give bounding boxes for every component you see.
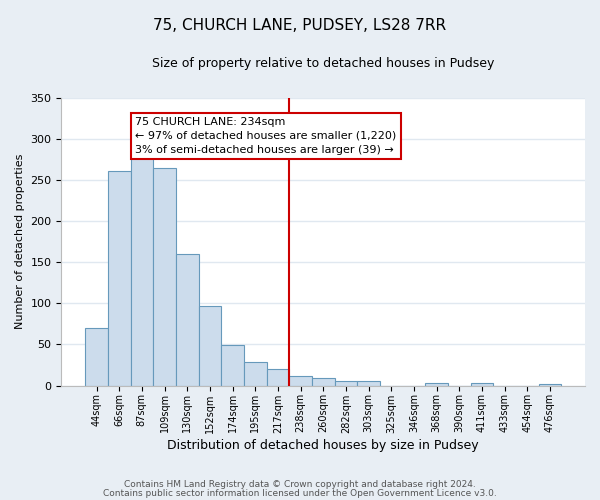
Bar: [176, 254, 199, 386]
Bar: [266, 369, 289, 386]
Title: Size of property relative to detached houses in Pudsey: Size of property relative to detached ho…: [152, 58, 494, 70]
Bar: [312, 378, 335, 386]
Bar: [131, 146, 153, 386]
Bar: [425, 383, 448, 386]
Y-axis label: Number of detached properties: Number of detached properties: [15, 154, 25, 330]
X-axis label: Distribution of detached houses by size in Pudsey: Distribution of detached houses by size …: [167, 440, 479, 452]
Bar: [85, 328, 108, 386]
Bar: [335, 380, 357, 386]
Bar: [221, 346, 244, 386]
Text: Contains HM Land Registry data © Crown copyright and database right 2024.: Contains HM Land Registry data © Crown c…: [124, 480, 476, 489]
Bar: [199, 306, 221, 386]
Text: 75, CHURCH LANE, PUDSEY, LS28 7RR: 75, CHURCH LANE, PUDSEY, LS28 7RR: [154, 18, 446, 32]
Text: Contains public sector information licensed under the Open Government Licence v3: Contains public sector information licen…: [103, 490, 497, 498]
Bar: [153, 168, 176, 386]
Bar: [470, 383, 493, 386]
Bar: [244, 362, 266, 386]
Bar: [539, 384, 561, 386]
Bar: [108, 171, 131, 386]
Bar: [289, 376, 312, 386]
Bar: [357, 380, 380, 386]
Text: 75 CHURCH LANE: 234sqm
← 97% of detached houses are smaller (1,220)
3% of semi-d: 75 CHURCH LANE: 234sqm ← 97% of detached…: [135, 117, 397, 155]
